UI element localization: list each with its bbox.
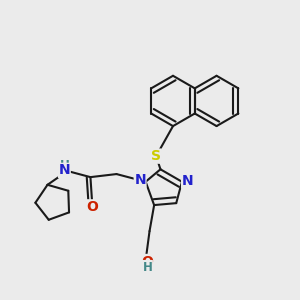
Text: S: S (151, 149, 161, 163)
Text: N: N (58, 164, 70, 177)
Text: O: O (142, 254, 153, 268)
Text: N: N (134, 173, 146, 187)
Text: H: H (142, 260, 152, 274)
Text: O: O (86, 200, 98, 214)
Text: N: N (182, 174, 193, 188)
Text: H: H (59, 159, 69, 172)
